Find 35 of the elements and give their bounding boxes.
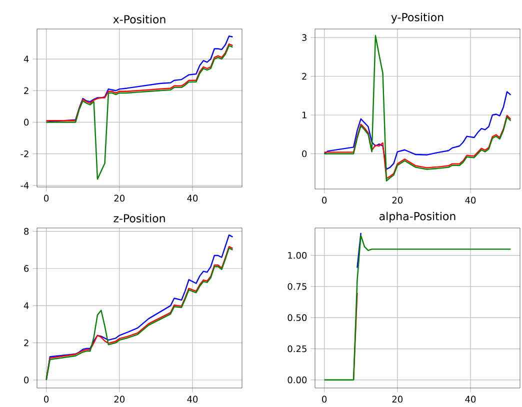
y-tick-label: 0 [24,376,29,384]
y-tick-label: 3 [302,34,306,41]
x-tick-label: 0 [322,196,327,204]
y-tick-label: 0.50 [288,314,307,322]
x-tick-label: 20 [114,396,125,403]
y-tick-label: 1.00 [288,252,307,259]
x-tick-label: 0 [44,194,49,202]
chart-title: alpha-Position [380,212,456,222]
x-tick-label: 0 [322,396,327,403]
x-tick-label: 40 [187,194,198,202]
x-tick-label: 0 [44,396,49,403]
chart-title: z-Position [114,214,165,222]
y-tick-label: 0.75 [288,283,306,290]
y-tick-label: 2 [302,72,306,80]
y-tick-label: 0 [24,118,29,126]
y-tick-label: 0.00 [288,376,307,384]
x-tick-label: 40 [465,196,476,204]
y-tick-label: 0 [302,150,307,158]
x-tick-label: 20 [392,196,403,204]
x-tick-label: 20 [392,396,403,403]
x-tick-label: 40 [465,396,476,403]
y-tick-label: 2 [24,87,28,94]
y-tick-label: 8 [24,228,29,235]
y-tick-label: 4 [24,302,29,309]
y-tick-label: -4 [20,182,29,189]
y-tick-label: 0.25 [288,345,306,352]
y-tick-label: 6 [24,265,29,272]
x-tick-label: 20 [114,194,125,202]
y-tick-label: 2 [24,340,28,346]
chart-title: x-Position [113,14,166,24]
x-tick-label: 40 [187,396,198,403]
y-tick-label: 1 [302,112,306,118]
y-tick-label: -2 [20,150,28,158]
chart-title: y-Position [391,12,444,24]
y-tick-label: 4 [24,56,29,62]
